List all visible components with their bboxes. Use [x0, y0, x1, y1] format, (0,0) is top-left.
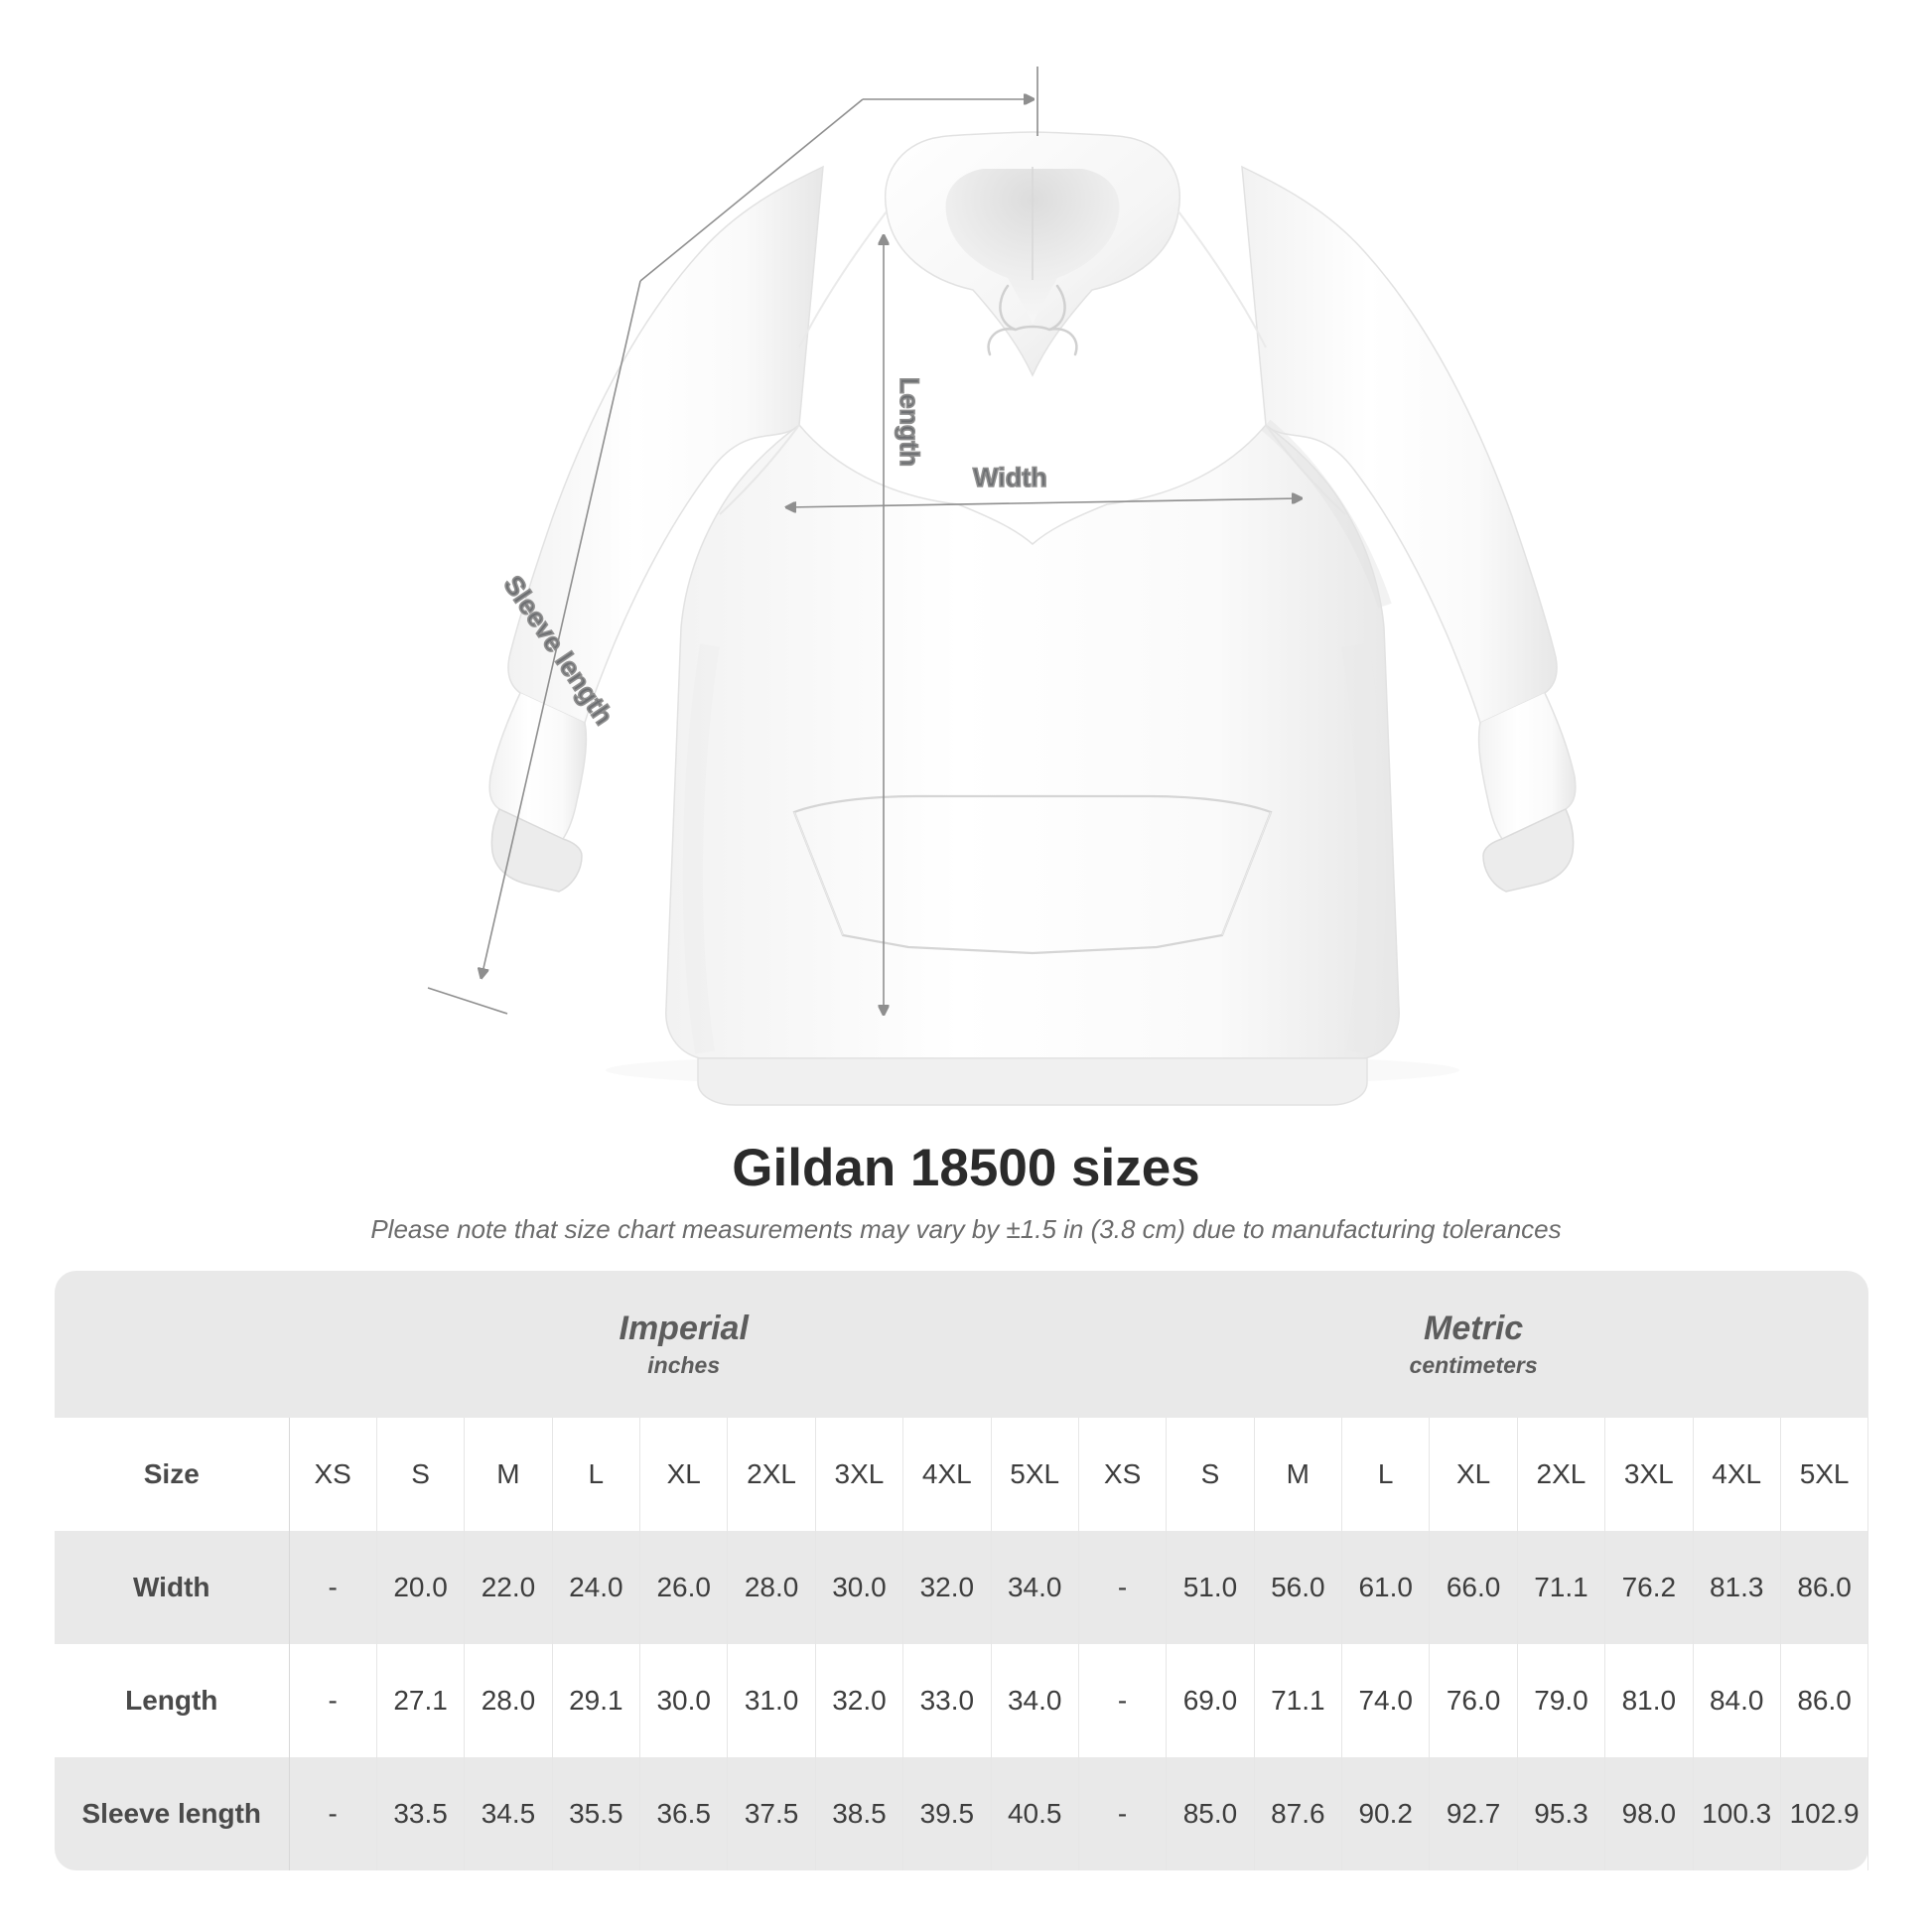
svg-text:Length: Length	[895, 377, 924, 467]
svg-text:Width: Width	[973, 463, 1047, 492]
